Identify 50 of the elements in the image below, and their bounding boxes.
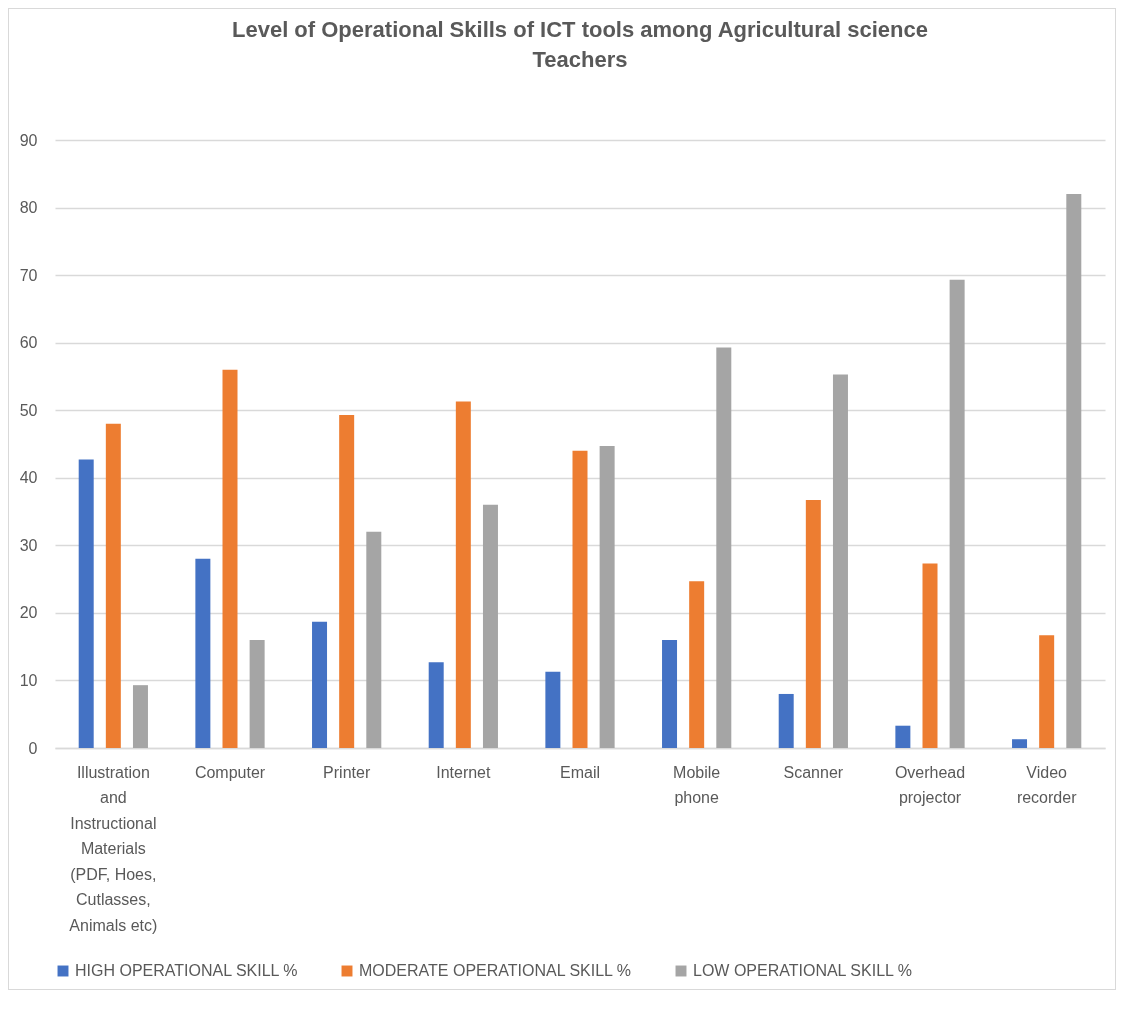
bar [572,450,588,748]
bar [222,369,238,748]
x-tick-label: Overhead projector [894,763,966,806]
bar [545,671,561,748]
bar [455,401,471,748]
bar [1066,194,1082,748]
bar [805,500,821,748]
bar [716,347,732,748]
bar [1039,635,1055,748]
bar [922,563,938,748]
bar [778,693,794,748]
legend-label: MODERATE OPERATIONAL SKILL % [359,962,632,979]
y-tick-label: 20 [19,604,38,622]
bar [895,725,911,748]
x-tick-label: Computer [194,763,266,781]
x-tick-label: Scanner [783,763,844,781]
bar [689,581,705,748]
y-tick-label: 70 [19,266,38,284]
x-tick-label: Illustration and Instructional Materials (PDF, Hoes, Cutlasses, Animals etc) [69,763,158,934]
bar [366,531,382,748]
x-tick-label: Printer [323,763,371,781]
chart-title: Level of Operational Skills of ICT tools among Agricultural science Teachers [232,17,928,72]
bar [832,374,848,748]
bar [312,621,328,748]
legend-label: HIGH OPERATIONAL SKILL % [75,962,298,979]
bar [428,662,444,748]
bar [195,558,211,748]
y-tick-label: 80 [19,199,38,217]
y-tick-label: 10 [19,671,38,689]
bar [249,639,265,748]
legend-label: LOW OPERATIONAL SKILL % [693,962,913,979]
bar [105,423,121,748]
bar [662,639,678,748]
bar [132,685,148,748]
bar [1012,739,1028,748]
y-tick-label: 30 [19,536,38,554]
y-tick-label: 50 [19,401,38,419]
x-tick-label: Internet [436,763,492,781]
y-tick-label: 40 [19,469,38,487]
bar [949,279,965,748]
bar [482,504,498,748]
bar [78,459,94,748]
bar [599,446,615,748]
x-tick-label: Video recorder [1016,763,1078,806]
x-tick-label: Email [559,763,601,781]
y-tick-label: 60 [19,334,38,352]
y-tick-label: 0 [28,739,38,757]
y-tick-label: 90 [19,131,38,149]
bar [339,414,355,748]
x-tick-label: Mobile phone [673,763,721,806]
